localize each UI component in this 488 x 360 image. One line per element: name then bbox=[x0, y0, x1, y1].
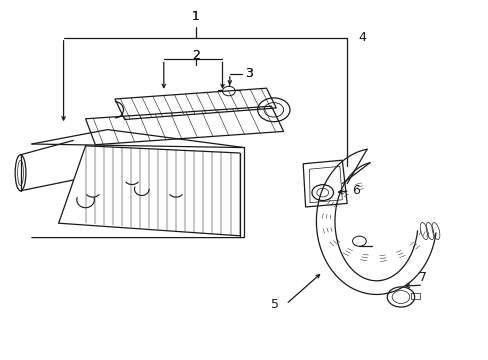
Text: 2: 2 bbox=[191, 49, 199, 62]
Text: 3: 3 bbox=[245, 67, 253, 80]
Text: 7: 7 bbox=[418, 271, 426, 284]
Text: 3: 3 bbox=[245, 67, 253, 80]
Text: 1: 1 bbox=[191, 10, 199, 23]
Text: 5: 5 bbox=[270, 298, 278, 311]
Text: 4: 4 bbox=[357, 31, 365, 44]
Text: 6: 6 bbox=[351, 184, 359, 197]
Text: 2: 2 bbox=[191, 49, 199, 62]
Text: 1: 1 bbox=[191, 10, 199, 23]
